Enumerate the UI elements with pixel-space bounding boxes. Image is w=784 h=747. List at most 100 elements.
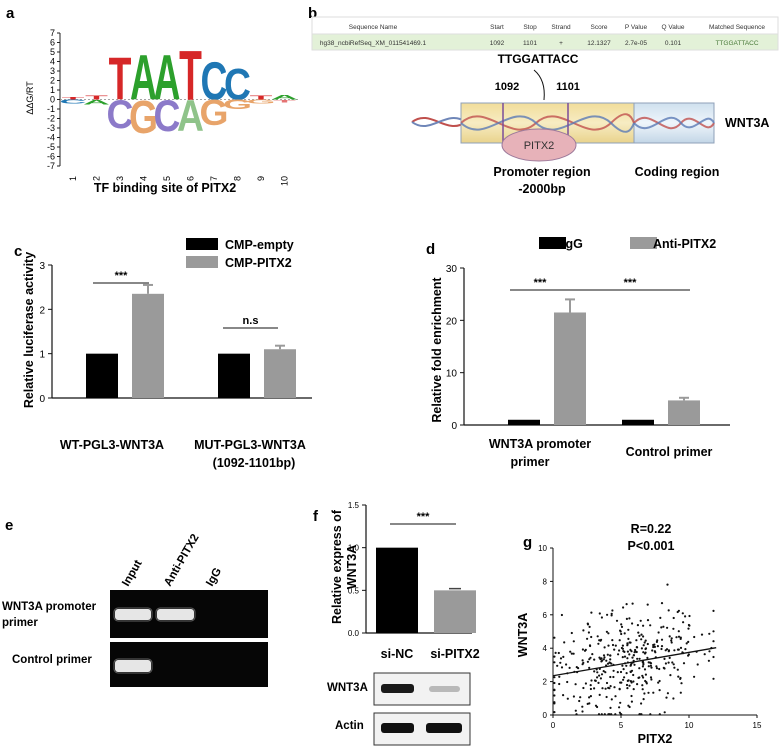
data-point xyxy=(658,667,661,671)
data-point xyxy=(559,657,563,660)
data-point xyxy=(575,713,578,716)
data-point xyxy=(675,636,678,639)
data-point xyxy=(642,624,645,627)
coding-region-label: Coding region xyxy=(635,165,720,179)
data-point xyxy=(630,694,633,698)
group1-label: WT-PGL3-WNT3A xyxy=(60,438,164,452)
y-tick-label: -5 xyxy=(47,142,55,152)
data-point xyxy=(582,629,585,632)
data-point xyxy=(614,644,617,647)
data-point xyxy=(602,654,606,657)
luciferase-bar-chart: 0 1 2 3 *** n.s xyxy=(39,261,312,405)
data-point xyxy=(605,659,608,662)
data-point xyxy=(615,619,619,622)
table-cell: 1092 xyxy=(490,40,505,47)
data-point xyxy=(641,665,644,668)
logo-letter-T: T xyxy=(85,95,108,101)
data-point xyxy=(660,626,663,629)
chip-bar-chart: 0 10 20 30 *** *** xyxy=(446,264,730,432)
data-point xyxy=(627,637,630,640)
significance-label: *** xyxy=(534,277,548,289)
data-point xyxy=(603,656,606,659)
data-point xyxy=(609,658,612,661)
data-point xyxy=(667,650,670,653)
data-point xyxy=(600,713,603,716)
data-point xyxy=(619,701,622,704)
data-point xyxy=(560,613,563,617)
data-point xyxy=(634,650,637,653)
data-point xyxy=(610,713,613,716)
data-point xyxy=(684,648,687,651)
legend-cmp-empty: CMP-empty xyxy=(225,238,294,252)
data-point xyxy=(640,702,643,705)
data-point xyxy=(700,633,704,636)
data-point xyxy=(612,675,615,679)
panel-d: d IgG Anti-PITX2 Relative fold enrichmen… xyxy=(426,237,730,469)
bar-cmp-empty xyxy=(218,353,250,398)
data-point xyxy=(641,660,644,664)
panel-e-label: e xyxy=(5,517,13,534)
legend-anti-pitx2: Anti-PITX2 xyxy=(653,237,716,251)
panel-b-label: b xyxy=(308,5,317,22)
data-point xyxy=(553,655,556,658)
panel-g: g R=0.22 P<0.001 WNT3A PITX2 0 2 4 6 8 10 0 5 10… xyxy=(516,522,762,746)
data-point xyxy=(668,635,671,638)
data-point xyxy=(630,669,634,672)
data-point xyxy=(642,676,645,679)
data-point xyxy=(632,680,635,683)
protein-label: PITX2 xyxy=(524,140,555,152)
data-point xyxy=(640,638,643,641)
data-point xyxy=(597,713,601,716)
data-point xyxy=(639,619,642,622)
data-point xyxy=(568,666,571,669)
data-point xyxy=(632,673,635,677)
data-point xyxy=(600,638,603,641)
data-point xyxy=(650,666,653,669)
data-point xyxy=(609,654,612,657)
table-cell: + xyxy=(559,40,563,47)
category-label: si-PITX2 xyxy=(430,647,479,661)
data-point xyxy=(579,696,582,699)
data-point xyxy=(586,623,590,626)
data-point xyxy=(629,648,632,651)
logo-letter-C: C xyxy=(201,51,228,111)
data-point xyxy=(679,691,682,694)
y-tick-label: 7 xyxy=(50,28,55,38)
logo-letter-C: C xyxy=(60,98,87,104)
data-point xyxy=(626,642,629,646)
panel-d-label: d xyxy=(426,241,435,258)
data-point xyxy=(623,676,626,679)
data-point xyxy=(631,656,634,659)
data-point xyxy=(638,713,641,716)
motif-sequence: TTGGATTACC xyxy=(498,52,579,66)
data-point xyxy=(656,645,659,648)
promoter-region-label: Promoter region xyxy=(493,165,590,179)
data-point xyxy=(622,606,625,609)
y-tick-label: 0 xyxy=(451,421,457,432)
category-label: si-NC xyxy=(381,647,414,661)
data-point xyxy=(601,659,604,662)
data-point xyxy=(591,653,594,656)
data-point xyxy=(642,651,645,654)
data-point xyxy=(712,655,715,659)
y-tick-label: 4 xyxy=(543,644,548,653)
data-point xyxy=(584,682,587,685)
data-point xyxy=(638,667,641,670)
data-point xyxy=(597,642,600,645)
logo-letter-T: T xyxy=(250,95,273,101)
data-point xyxy=(620,625,624,628)
data-point xyxy=(666,626,669,629)
data-point xyxy=(644,673,647,676)
y-tick-label: 3 xyxy=(50,66,55,76)
y-tick-label: 0 xyxy=(39,394,45,405)
data-point xyxy=(626,657,629,660)
significance-label: *** xyxy=(624,277,638,289)
data-point xyxy=(604,687,607,690)
logo-letter-G: G xyxy=(199,93,228,133)
y-tick-label: -4 xyxy=(47,133,55,143)
y-tick-label: 5 xyxy=(50,47,55,57)
pitx2-protein xyxy=(501,128,577,162)
data-point xyxy=(712,630,715,633)
data-point xyxy=(590,611,593,614)
data-point xyxy=(666,692,669,695)
